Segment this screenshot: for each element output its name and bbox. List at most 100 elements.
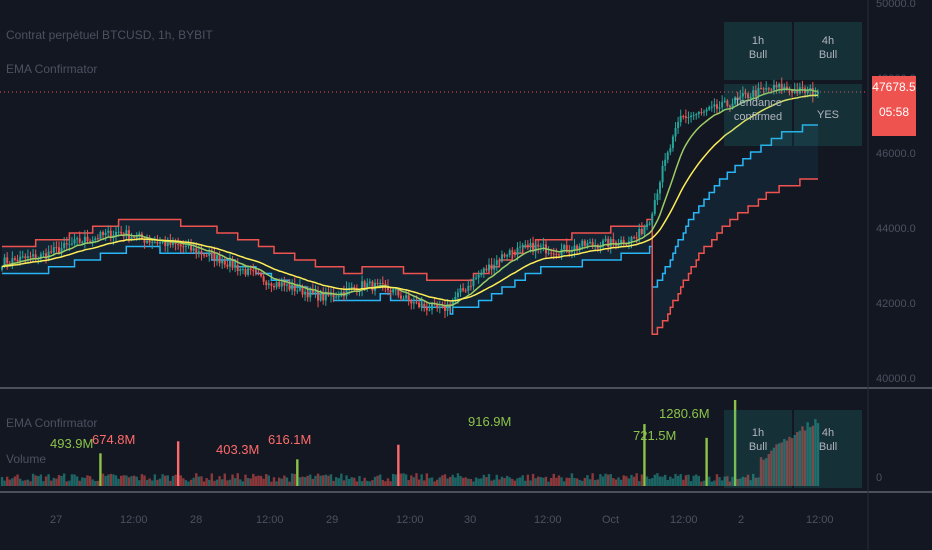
candle-body: [275, 282, 278, 288]
volume-bar: [586, 475, 589, 486]
candle-body: [151, 242, 154, 244]
candle-body: [539, 245, 542, 247]
volume-bar: [415, 473, 418, 486]
candle-body: [741, 93, 744, 97]
candle-body: [285, 284, 288, 286]
candle-body: [428, 309, 431, 311]
volume-bar: [205, 478, 208, 486]
volume-bar: [350, 477, 353, 486]
volume-bar: [588, 479, 592, 486]
volume-bar: [469, 478, 473, 486]
volume-bar: [739, 478, 742, 486]
vol-tf-1h-label: 1h: [751, 427, 765, 439]
volume-bar: [456, 473, 460, 486]
volume-bar: [604, 473, 607, 486]
volume-bar: [492, 479, 496, 486]
candle-body: [710, 106, 713, 108]
candle-body: [221, 260, 224, 264]
volume-bar: [223, 473, 226, 486]
volume-bar: [495, 474, 498, 486]
candle-body: [506, 255, 509, 257]
volume-bar: [632, 476, 636, 486]
candle-body: [153, 242, 156, 244]
volume-bar: [645, 476, 649, 486]
volume-bar: [780, 442, 783, 486]
candle-body: [138, 233, 141, 236]
volume-bar: [692, 475, 695, 486]
volume-annotation: 1280.6M: [659, 406, 710, 421]
tf-1h-state: Bull: [748, 49, 768, 61]
volume-bar: [640, 474, 644, 486]
volume-bar: [783, 439, 786, 486]
volume-bar: [775, 444, 778, 486]
candle-body: [34, 254, 37, 260]
volume-bar: [81, 477, 84, 486]
candle-body: [617, 244, 620, 246]
candle-body: [166, 239, 169, 246]
volume-bar: [487, 474, 491, 486]
volume-bar: [552, 473, 555, 486]
candle-body: [783, 86, 786, 91]
candle-body: [159, 242, 162, 244]
candle-body: [480, 273, 483, 275]
volume-bar: [752, 473, 755, 486]
candle-body: [513, 252, 516, 255]
volume-label[interactable]: Volume: [6, 452, 47, 466]
vol-tf-1h-state: Bull: [748, 441, 768, 453]
volume-indicator-name[interactable]: EMA Confirmator: [6, 416, 98, 430]
volume-bar: [715, 474, 719, 486]
candle-body: [306, 291, 309, 298]
volume-bar: [433, 481, 436, 486]
candle-body: [283, 282, 286, 286]
candle-body: [324, 292, 327, 301]
candle-body: [451, 300, 454, 307]
volume-bar: [26, 479, 30, 486]
vol-tf-1h-cell: 1h Bull: [724, 410, 792, 488]
candle-body: [70, 243, 73, 245]
volume-bar: [700, 481, 703, 486]
volume-bar: [666, 480, 669, 486]
time-axis-tick: 30: [464, 514, 477, 526]
volume-bar: [337, 478, 340, 486]
vol-tf-4h-state: Bull: [818, 441, 838, 453]
volume-bar: [101, 473, 105, 486]
candle-body: [542, 244, 545, 246]
candle-body: [16, 259, 19, 262]
candle-body: [643, 227, 646, 235]
volume-annotation: 674.8M: [92, 432, 136, 447]
volume-bar: [285, 477, 289, 486]
volume-bar: [42, 481, 45, 486]
candle-body: [638, 228, 641, 238]
volume-bar: [625, 476, 628, 486]
candle-body: [350, 286, 353, 289]
candle-body: [345, 288, 348, 297]
candle-body: [754, 90, 757, 97]
volume-bar: [8, 479, 11, 486]
candle-body: [589, 241, 592, 244]
candle-body: [780, 83, 783, 91]
candle-body: [661, 165, 664, 183]
candle-body: [47, 251, 50, 259]
volume-bar: [11, 478, 14, 486]
tf-4h-state: Bull: [818, 49, 838, 61]
volume-bar: [708, 476, 711, 486]
volume-bar: [156, 479, 159, 486]
volume-bar: [329, 474, 333, 486]
indicator-name[interactable]: EMA Confirmator: [6, 62, 98, 76]
candle-body: [420, 303, 423, 308]
volume-bar: [539, 477, 543, 486]
candle-body: [57, 247, 60, 253]
candle-body: [467, 285, 470, 291]
volume-bar: [309, 474, 312, 486]
volume-bar: [399, 473, 403, 486]
candle-body: [607, 238, 610, 247]
candle-body: [423, 303, 426, 308]
volume-axis-tick: 0: [876, 472, 883, 484]
volume-bar: [601, 476, 605, 486]
candle-body: [728, 105, 731, 108]
volume-bar: [511, 478, 514, 486]
volume-bar: [114, 475, 118, 486]
candle-body: [125, 230, 128, 237]
price-axis-tick: 46000.0: [876, 148, 916, 160]
